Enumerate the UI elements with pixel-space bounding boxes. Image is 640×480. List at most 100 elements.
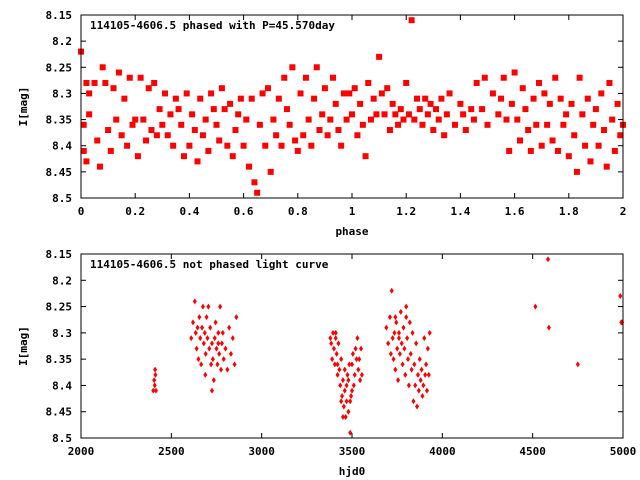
data-point <box>208 90 215 97</box>
data-point <box>153 371 158 378</box>
data-point <box>451 121 458 128</box>
data-point <box>435 116 442 123</box>
data-point <box>560 121 567 128</box>
data-point <box>209 387 214 394</box>
data-point <box>86 111 93 118</box>
data-point <box>367 116 374 123</box>
data-point <box>313 64 320 71</box>
data-point <box>267 168 274 175</box>
unphased-y-label: I[mag] <box>17 326 30 366</box>
data-point <box>140 116 147 123</box>
unphased-ticks: 2000 2500 3000 3500 4000 4500 5000 8.15 8.2 8.25 8… <box>46 248 637 458</box>
data-point <box>350 361 354 368</box>
data-point <box>424 387 429 394</box>
data-point <box>254 189 261 196</box>
data-point <box>80 147 87 154</box>
data-point <box>413 382 418 389</box>
phased-points <box>78 17 626 196</box>
data-point <box>611 147 618 154</box>
data-point <box>132 116 139 123</box>
unphased-y-tick-label: 8.5 <box>52 432 72 445</box>
data-point <box>506 147 513 154</box>
data-point <box>538 142 545 149</box>
data-point <box>232 127 239 134</box>
unphased-x-tick-label: 4500 <box>519 445 546 458</box>
data-point <box>216 137 223 144</box>
data-point <box>330 74 337 81</box>
data-point <box>425 345 430 352</box>
data-point <box>351 85 358 92</box>
data-point <box>96 163 103 170</box>
data-point <box>352 371 357 378</box>
phased-x-tick-label: 0.6 <box>234 205 254 218</box>
data-point <box>573 168 580 175</box>
data-point <box>398 308 403 315</box>
data-point <box>402 345 407 352</box>
data-point <box>541 90 548 97</box>
data-point <box>394 319 399 326</box>
data-point <box>118 132 125 139</box>
data-point <box>219 340 224 347</box>
data-point <box>595 142 602 149</box>
data-point <box>514 116 521 123</box>
data-point <box>462 127 469 134</box>
data-point <box>422 335 427 342</box>
data-point <box>391 356 396 363</box>
data-point <box>571 132 578 139</box>
data-point <box>183 90 190 97</box>
data-point <box>408 350 413 357</box>
data-point <box>396 377 401 384</box>
data-point <box>292 137 299 144</box>
data-point <box>530 95 537 102</box>
data-point <box>175 106 182 113</box>
data-point <box>167 111 174 118</box>
unphased-y-tick-label: 8.35 <box>46 353 73 366</box>
data-point <box>443 111 450 118</box>
data-point <box>339 356 344 363</box>
data-point <box>522 106 529 113</box>
data-point <box>153 366 158 373</box>
data-point <box>199 132 206 139</box>
data-point <box>411 116 418 123</box>
data-point <box>346 408 351 415</box>
data-point <box>424 361 429 368</box>
data-point <box>389 100 396 107</box>
unphased-y-tick-label: 8.4 <box>52 379 72 392</box>
data-point <box>598 90 605 97</box>
data-point <box>400 116 407 123</box>
data-point <box>419 366 424 373</box>
data-point <box>390 335 395 342</box>
data-point <box>199 361 204 368</box>
data-point <box>164 132 171 139</box>
data-point <box>189 111 196 118</box>
data-point <box>256 121 263 128</box>
data-point <box>396 335 401 342</box>
data-point <box>525 127 532 134</box>
data-point <box>419 121 426 128</box>
data-point <box>468 106 475 113</box>
data-point <box>426 371 431 378</box>
unphased-x-tick-label: 3500 <box>339 445 366 458</box>
data-point <box>392 329 397 336</box>
data-point <box>489 90 496 97</box>
data-point <box>430 127 437 134</box>
data-point <box>415 371 420 378</box>
data-point <box>334 350 339 357</box>
unphased-title: 114105-4606.5 not phased light curve <box>90 258 329 271</box>
data-point <box>273 132 280 139</box>
data-point <box>209 340 214 347</box>
data-point <box>433 106 440 113</box>
data-point <box>418 377 423 384</box>
data-point <box>376 53 383 60</box>
data-point <box>229 153 236 160</box>
data-point <box>107 147 114 154</box>
phased-x-tick-label: 1.8 <box>559 205 579 218</box>
data-point <box>335 371 340 378</box>
data-point <box>343 116 350 123</box>
data-point <box>347 361 352 368</box>
data-point <box>217 350 222 357</box>
data-point <box>341 403 346 410</box>
data-point <box>214 345 219 352</box>
phased-y-tick-label: 8.25 <box>46 61 73 74</box>
